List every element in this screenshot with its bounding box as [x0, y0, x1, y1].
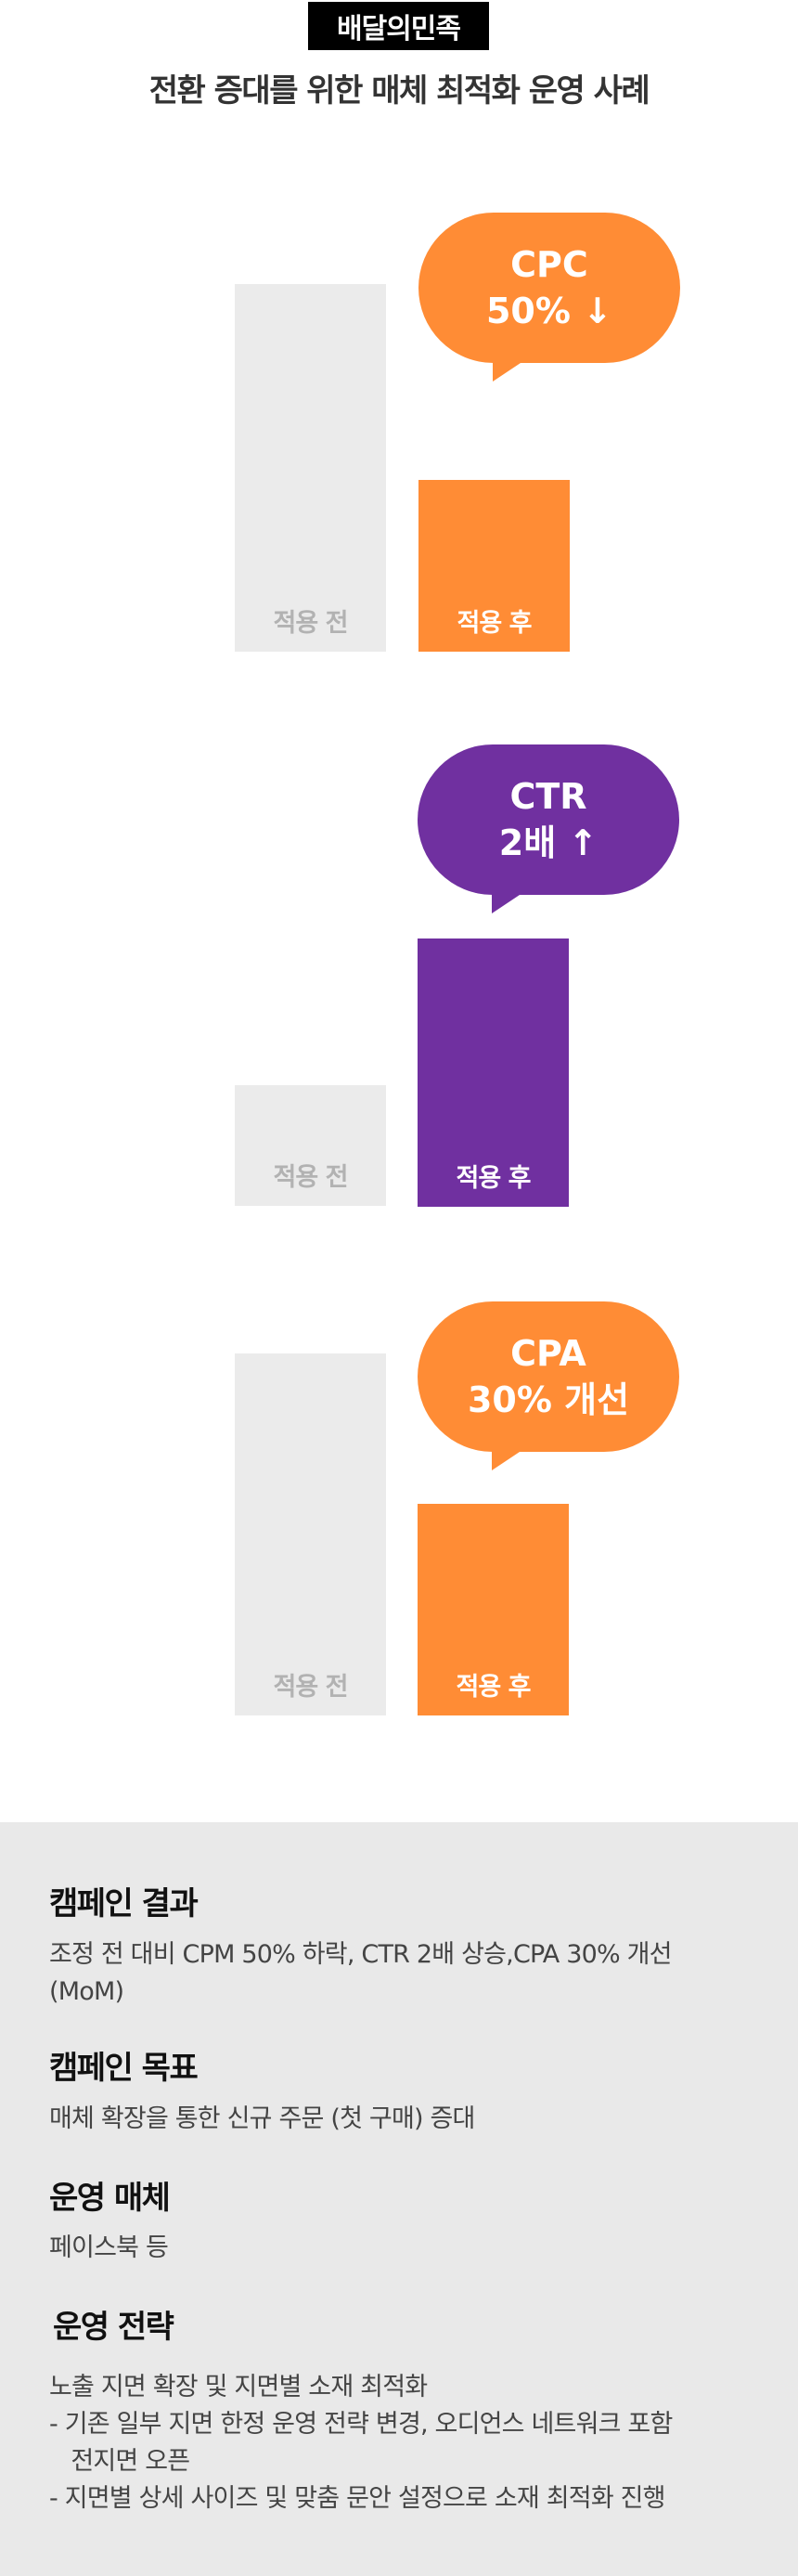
bar-before-ctr: 적용 전: [235, 1085, 386, 1206]
metric-change: 30% 개선: [467, 1379, 630, 1420]
metric-name: CPA: [510, 1333, 586, 1374]
metric-name: CTR: [509, 776, 587, 817]
result-title: 캠페인 결과: [49, 1885, 199, 1922]
page-title: 전환 증대를 위한 매체 최적화 운영 사례: [148, 72, 650, 110]
bubble-tail: [493, 359, 526, 382]
bar-label: 적용 후: [456, 1164, 532, 1193]
bubble-tail: [492, 891, 525, 913]
bar-after-cpc: 적용 후: [418, 480, 570, 652]
bar-before-cpa: 적용 전: [235, 1353, 386, 1715]
bar-label: 적용 후: [457, 609, 533, 638]
bar-label: 적용 전: [273, 609, 349, 638]
strategy-text-line: - 기존 일부 지면 한정 운영 전략 변경, 오디언스 네트워크 포함: [49, 2410, 673, 2439]
speech-bubble-cpa: CPA 30% 개선: [418, 1301, 679, 1470]
strategy-text-line: 노출 지면 확장 및 지면별 소재 최적화: [49, 2373, 428, 2401]
bar-after-cpa: 적용 후: [418, 1504, 569, 1715]
metric-change: 2배 ↑: [498, 822, 598, 863]
media-title: 운영 매체: [49, 2180, 171, 2217]
bubble-tail: [492, 1448, 525, 1470]
strategy-title: 운영 전략: [53, 2309, 174, 2346]
brand-logo: 배달의민족: [308, 2, 489, 50]
strategy-text-line: 전지면 오픈: [49, 2447, 190, 2476]
bar-after-ctr: 적용 후: [418, 938, 569, 1207]
goal-text-line: 매체 확장을 통한 신규 주문 (첫 구매) 증대: [49, 2104, 475, 2133]
bar-label: 적용 전: [273, 1673, 349, 1702]
bar-label: 적용 후: [456, 1673, 532, 1702]
campaign-info-panel: 캠페인 결과 조정 전 대비 CPM 50% 하락, CTR 2배 상승,CPA…: [0, 1822, 798, 2576]
metric-name: CPC: [510, 244, 588, 285]
metric-change: 50% ↓: [485, 291, 613, 331]
result-text-line: (MoM): [49, 1977, 124, 2006]
result-text-line: 조정 전 대비 CPM 50% 하락, CTR 2배 상승,CPA 30% 개선: [49, 1940, 672, 1969]
speech-bubble-ctr: CTR 2배 ↑: [418, 744, 679, 913]
media-text-line: 페이스북 등: [49, 2233, 169, 2262]
speech-bubble-cpc: CPC 50% ↓: [418, 213, 680, 382]
strategy-text-line: - 지면별 상세 사이즈 및 맞춤 문안 설정으로 소재 최적화 진행: [49, 2484, 666, 2513]
goal-title: 캠페인 목표: [49, 2050, 199, 2087]
bar-label: 적용 전: [273, 1163, 349, 1192]
bar-before-cpc: 적용 전: [235, 284, 386, 652]
